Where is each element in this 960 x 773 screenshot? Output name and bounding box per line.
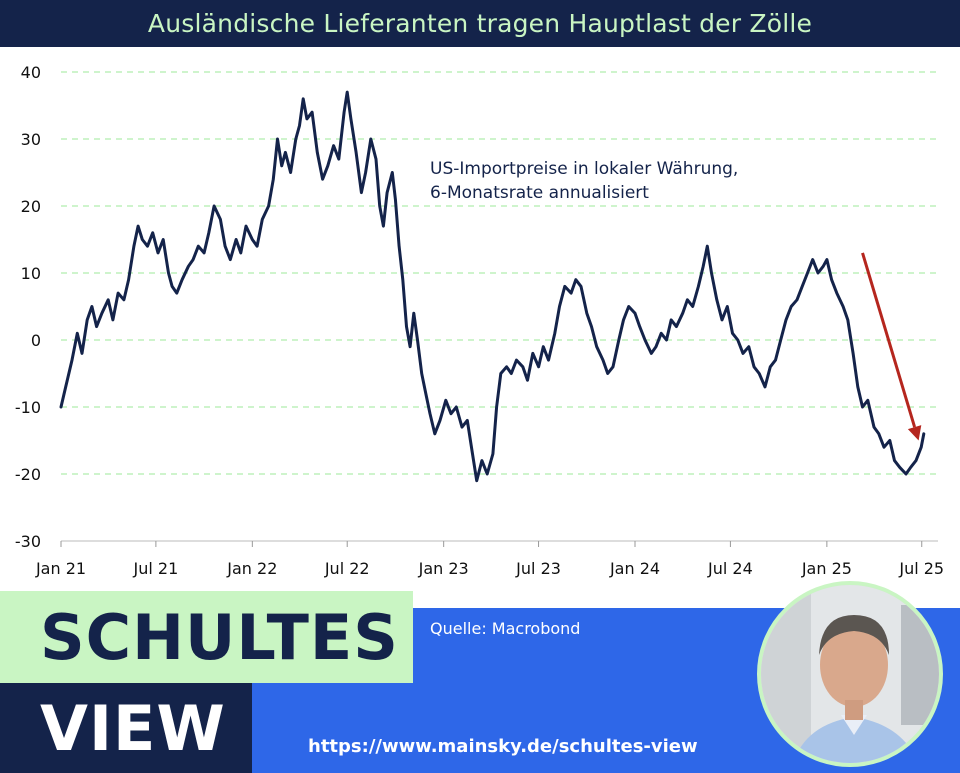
y-tick-label: 30 (21, 130, 41, 149)
y-tick-label: -10 (15, 398, 41, 417)
brand-logo-bottom: VIEW (0, 683, 252, 773)
x-tick-label: Jan 22 (226, 559, 277, 578)
x-tick-label: Jan 25 (801, 559, 852, 578)
title-bar: Ausländische Lieferanten tragen Hauptlas… (0, 0, 960, 47)
source-label: Quelle: Macrobond (430, 619, 581, 638)
series-line (59, 90, 926, 483)
y-tick-label: 40 (21, 63, 41, 82)
x-tick-label: Jul 22 (324, 559, 370, 578)
chart-annotation: US-Importpreise in lokaler Währung, (430, 159, 738, 179)
y-tick-label: 10 (21, 264, 41, 283)
x-tick-label: Jan 24 (609, 559, 660, 578)
x-tick-label: Jan 23 (418, 559, 469, 578)
chart-title: Ausländische Lieferanten tragen Hauptlas… (147, 9, 813, 38)
trend-arrow-shaft (861, 252, 917, 428)
x-tick-label: Jul 21 (133, 559, 179, 578)
y-tick-label: 20 (21, 197, 41, 216)
brand-line-1: SCHULTES (40, 600, 399, 674)
footer-panel-lower (252, 683, 413, 773)
trend-arrow-head (907, 425, 922, 441)
x-tick-label: Jul 25 (898, 559, 944, 578)
y-tick-label: 0 (31, 331, 41, 350)
x-tick-label: Jul 23 (515, 559, 561, 578)
brand-logo-top: SCHULTES (0, 591, 413, 683)
y-tick-label: -20 (15, 465, 41, 484)
website-link[interactable]: https://www.mainsky.de/schultes-view (308, 736, 698, 757)
avatar (757, 581, 943, 767)
y-tick-label: -30 (15, 532, 41, 551)
x-tick-label: Jan 21 (35, 559, 86, 578)
portrait-icon (761, 585, 939, 763)
brand-line-2: VIEW (40, 691, 226, 765)
x-tick-label: Jul 24 (707, 559, 753, 578)
chart-annotation: 6-Monatsrate annualisiert (430, 183, 649, 203)
line-chart: -30 -20 -10 0 10 20 30 40 Jan 21 Jul 21 Jan 22 Jul … (15, 63, 944, 578)
